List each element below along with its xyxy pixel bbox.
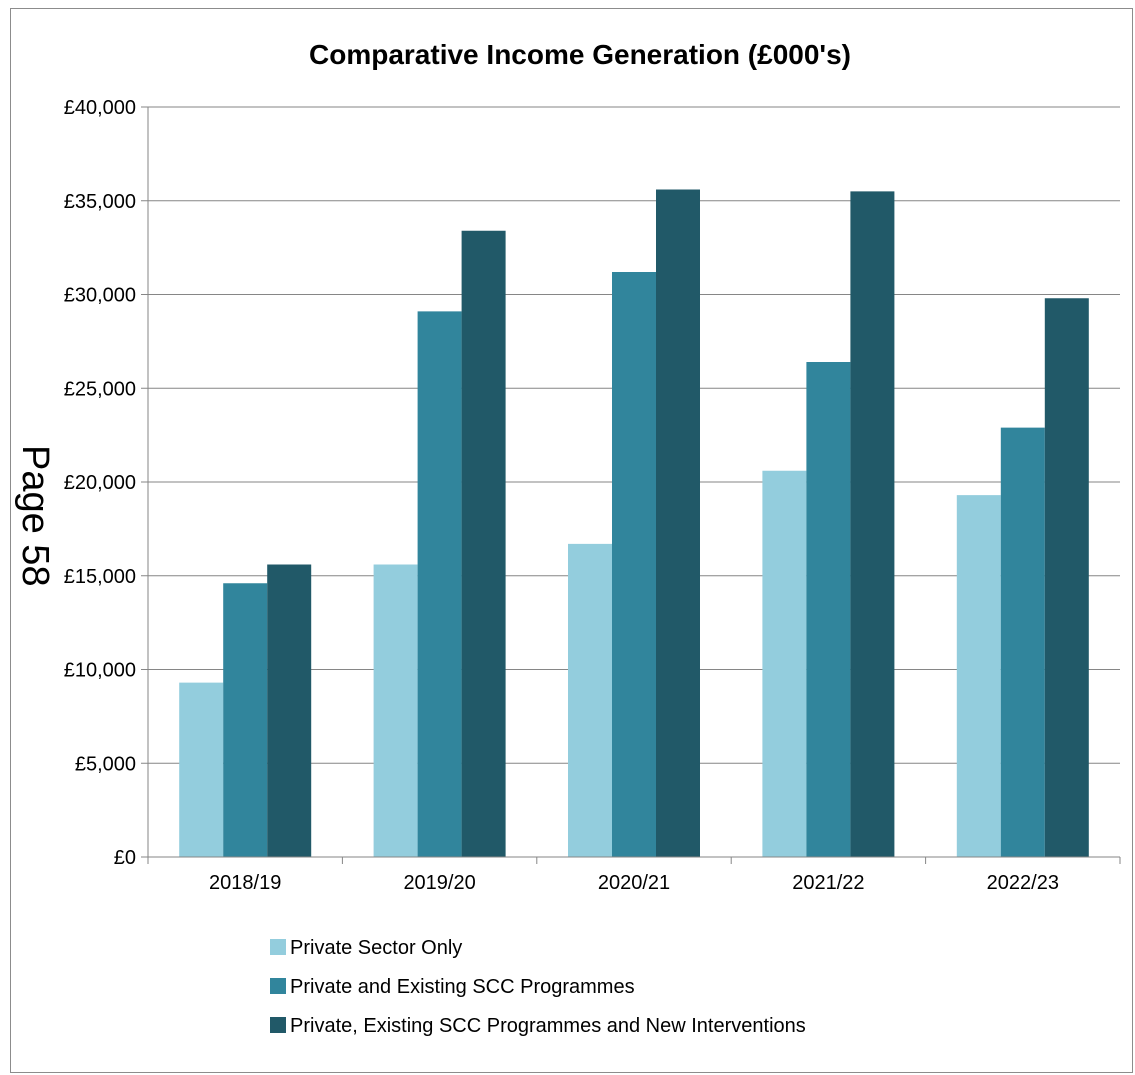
y-tick-label: £40,000 <box>64 97 136 119</box>
bar <box>179 682 224 857</box>
x-tick-label: 2018/19 <box>209 872 281 894</box>
legend-label: Private and Existing SCC Programmes <box>290 976 635 998</box>
bar <box>612 272 656 857</box>
chart-frame <box>10 8 1133 1073</box>
x-tick-label: 2019/20 <box>403 872 475 894</box>
bar <box>373 564 418 857</box>
x-tick-label: 2021/22 <box>792 872 864 894</box>
y-tick-label: £0 <box>114 847 136 869</box>
bar <box>267 564 312 857</box>
legend-label: Private, Existing SCC Programmes and New… <box>290 1015 806 1037</box>
axis-layer: £0 £5,000 £10,000 £15,000 £20,000 £25,000 £30,… <box>64 97 1121 894</box>
y-tick-label: £5,000 <box>75 753 136 775</box>
y-tick-label: £35,000 <box>64 191 136 213</box>
legend-label: Private Sector Only <box>290 937 462 959</box>
bar <box>417 311 462 857</box>
legend-swatch <box>270 1017 286 1033</box>
x-tick-label: 2020/21 <box>598 872 670 894</box>
bar <box>568 543 612 857</box>
y-tick-label: £25,000 <box>64 378 136 400</box>
bar <box>223 583 268 857</box>
bar <box>1000 427 1045 857</box>
legend-swatch <box>270 978 286 994</box>
bar <box>806 362 851 857</box>
legend-swatch <box>270 939 286 955</box>
bar <box>956 495 1001 857</box>
y-tick-label: £30,000 <box>64 285 136 307</box>
bar <box>656 189 700 857</box>
bar <box>1044 298 1089 857</box>
bar <box>461 230 506 857</box>
x-tick-label: 2022/23 <box>987 872 1059 894</box>
bars-layer <box>179 189 1089 857</box>
chart-title: Comparative Income Generation (£000's) <box>309 39 851 70</box>
y-tick-label: £15,000 <box>64 566 136 588</box>
bar <box>850 191 895 857</box>
legend: Private Sector Only Private and Existing … <box>270 937 806 1037</box>
y-tick-label: £10,000 <box>64 660 136 682</box>
page-number-marker: Page 58 <box>14 445 56 587</box>
y-tick-label: £20,000 <box>64 472 136 494</box>
bar <box>762 470 807 857</box>
